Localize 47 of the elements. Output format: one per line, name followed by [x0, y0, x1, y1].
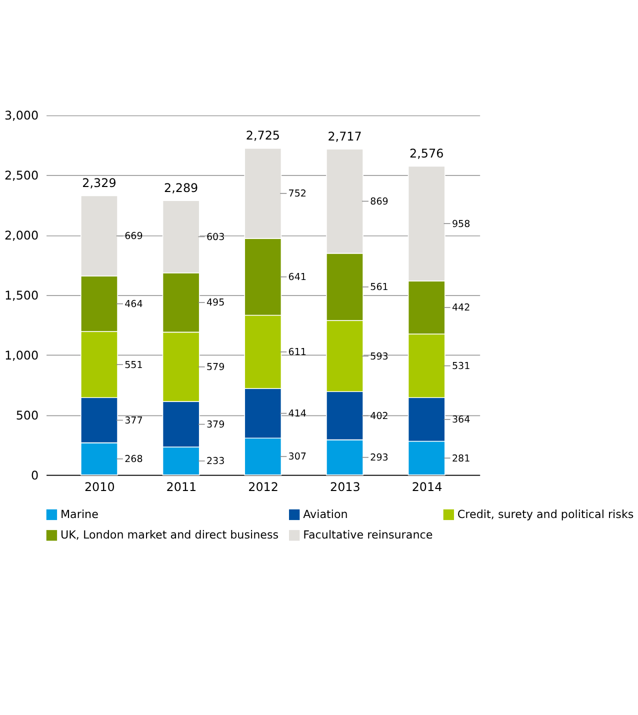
data-label: 233	[206, 456, 225, 468]
data-label: 869	[370, 196, 388, 208]
legend-label: Credit, surety and political risks	[457, 508, 634, 521]
data-label: 293	[370, 452, 388, 464]
legend-label: Facultative reinsurance	[303, 528, 433, 542]
total-label: 2,725	[246, 128, 280, 143]
legend-label: UK, London market and direct business	[60, 528, 279, 542]
y-tick-label: 2,500	[4, 168, 39, 183]
data-label: 593	[370, 351, 388, 362]
data-label: 551	[124, 360, 143, 371]
y-tick-label: 1,500	[4, 288, 39, 303]
data-label: 442	[452, 302, 470, 314]
data-label: 752	[288, 188, 306, 200]
data-label: 531	[452, 360, 470, 372]
y-tick-label: 2,000	[4, 228, 39, 243]
data-label: 603	[206, 232, 225, 243]
legend-label: Aviation	[303, 508, 348, 521]
total-label: 2,576	[410, 146, 444, 160]
y-tick-label: 1,000	[4, 348, 39, 362]
data-label: 958	[452, 218, 470, 230]
data-label: 669	[124, 231, 143, 242]
x-tick-label: 2010	[84, 480, 115, 494]
data-label: 377	[124, 415, 143, 426]
data-label: 641	[288, 272, 306, 284]
x-tick-label: 2011	[166, 480, 197, 494]
total-label: 2,717	[328, 129, 362, 144]
data-label: 402	[370, 410, 388, 422]
data-label: 464	[124, 298, 143, 310]
y-tick-label: 500	[16, 408, 39, 422]
data-label: 561	[370, 282, 388, 294]
data-label: 379	[206, 419, 225, 430]
data-label: 611	[288, 347, 306, 358]
y-tick-label: 0	[30, 468, 39, 482]
legend-label: Marine	[60, 508, 99, 521]
x-tick-label: 2012	[248, 480, 278, 494]
total-label: 2,329	[82, 176, 116, 190]
data-label: 414	[288, 408, 306, 420]
data-label: 579	[206, 362, 225, 374]
data-label: 268	[124, 454, 143, 466]
x-tick-label: 2014	[412, 480, 442, 494]
x-tick-label: 2013	[330, 480, 360, 494]
data-label: 364	[452, 414, 470, 426]
data-label: 281	[452, 453, 470, 464]
total-label: 2,289	[164, 180, 198, 195]
data-label: 307	[288, 452, 306, 463]
y-tick-label: 3,000	[4, 108, 39, 123]
data-label: 495	[206, 298, 225, 309]
